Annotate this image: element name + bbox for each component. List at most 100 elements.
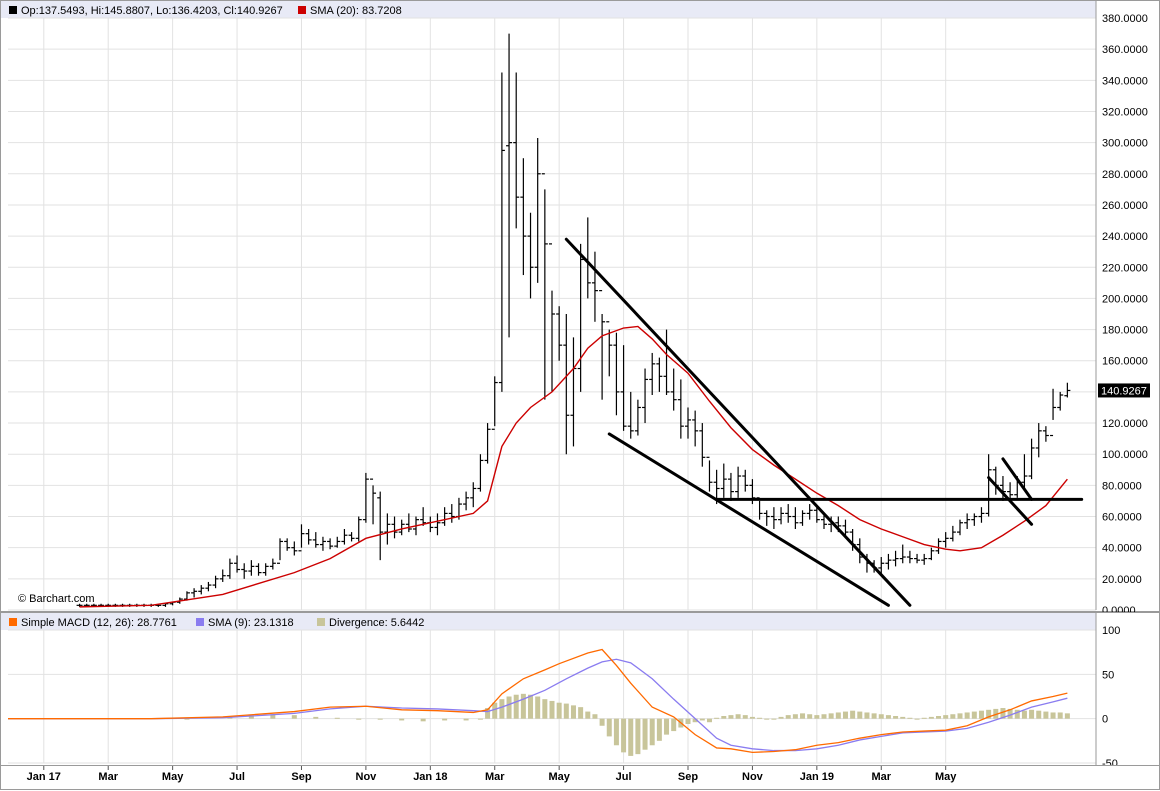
ohlc-bar xyxy=(341,528,348,545)
x-axis-tick-label: Jul xyxy=(616,771,632,783)
divergence-bar xyxy=(664,718,670,735)
macd-line xyxy=(8,648,1068,754)
divergence-bar xyxy=(742,715,748,719)
divergence-bar xyxy=(463,718,469,721)
divergence-bar xyxy=(714,717,720,719)
x-axis-tick-label: Mar xyxy=(871,771,891,783)
divergence-bar xyxy=(850,710,856,719)
macd-legend-swatch xyxy=(9,618,17,626)
sma-line xyxy=(79,325,1068,608)
ohlc-bar xyxy=(813,507,820,523)
ohlc-bar xyxy=(527,212,534,299)
price-y-tick-label: 240.0000 xyxy=(1102,231,1148,243)
ohlc-bar xyxy=(756,497,763,520)
divergence-bar xyxy=(477,718,483,720)
ohlc-bar xyxy=(563,314,570,455)
price-panel-frame xyxy=(0,0,1160,612)
ohlc-bar xyxy=(305,528,312,545)
ohlc-bar xyxy=(463,491,470,511)
divergence-bar xyxy=(721,716,727,719)
divergence-bar xyxy=(986,709,992,719)
ohlc-bar xyxy=(441,507,448,526)
ohlc-bar xyxy=(942,532,949,548)
divergence-bar xyxy=(943,715,949,719)
price-y-tick-label: 80.0000 xyxy=(1102,480,1142,492)
divergence-bar xyxy=(706,718,712,723)
x-axis-tick-label: May xyxy=(162,771,184,783)
divergence-bar xyxy=(885,715,891,719)
signal-line xyxy=(8,658,1068,752)
last-price-badge xyxy=(1098,383,1150,398)
ohlc-bar xyxy=(319,536,326,551)
divergence-bar xyxy=(936,716,942,719)
ohlc-bar xyxy=(842,519,849,536)
trendline xyxy=(1001,457,1034,501)
divergence-legend-swatch xyxy=(317,618,325,626)
divergence-bar xyxy=(878,714,884,719)
x-axis-tick-label: Sep xyxy=(678,771,698,783)
ohlc-bar xyxy=(448,504,455,523)
ohlc-bar xyxy=(355,516,362,542)
divergence-legend-label: Divergence: 5.6442 xyxy=(329,617,424,629)
divergence-bar xyxy=(606,718,612,737)
macd-legend-bar xyxy=(1,613,1096,630)
ohlc-bar xyxy=(792,507,799,529)
ohlc-legend-swatch xyxy=(9,6,17,14)
divergence-bar xyxy=(184,718,190,720)
ohlc-bar xyxy=(513,72,520,229)
ohlc-bar xyxy=(935,538,942,554)
ohlc-bar xyxy=(506,33,513,338)
x-axis-tick-label: Sep xyxy=(291,771,311,783)
divergence-bar xyxy=(377,718,383,720)
ohlc-bar xyxy=(348,532,355,542)
divergence-bar xyxy=(699,718,705,721)
ohlc-bar xyxy=(921,553,928,565)
price-y-tick-label: 20.0000 xyxy=(1102,574,1142,586)
ohlc-bar xyxy=(1064,382,1071,398)
ohlc-bar xyxy=(241,563,248,579)
price-legend-bar xyxy=(1,1,1096,18)
ohlc-bar xyxy=(706,456,713,492)
ohlc-bar xyxy=(692,410,699,447)
ohlc-bar xyxy=(785,504,792,523)
divergence-bar xyxy=(1036,710,1042,719)
divergence-bar xyxy=(356,718,362,720)
divergence-bar xyxy=(671,718,677,732)
divergence-bar xyxy=(1029,709,1035,719)
ohlc-bar xyxy=(1021,454,1028,489)
divergence-bar xyxy=(950,714,956,719)
ohlc-bar xyxy=(778,507,785,525)
ohlc-bar xyxy=(914,553,921,564)
ohlc-bar xyxy=(906,550,913,564)
price-y-tick-label: 180.0000 xyxy=(1102,325,1148,337)
macd-y-tick-label: 50 xyxy=(1102,669,1114,681)
x-axis-tick-label: Nov xyxy=(356,771,378,783)
ohlc-bar xyxy=(642,368,649,424)
ohlc-bar xyxy=(770,507,777,529)
divergence-bar xyxy=(635,718,641,755)
ohlc-bar xyxy=(670,368,677,411)
price-y-tick-label: 220.0000 xyxy=(1102,262,1148,274)
divergence-bar xyxy=(907,717,913,719)
price-y-tick-label: 40.0000 xyxy=(1102,543,1142,555)
divergence-bar xyxy=(1000,708,1006,719)
x-axis-tick-label: Nov xyxy=(742,771,764,783)
divergence-bar xyxy=(828,713,834,719)
ohlc-bar xyxy=(1028,438,1035,480)
divergence-bar xyxy=(814,715,820,719)
divergence-bar xyxy=(1021,710,1027,719)
divergence-bar xyxy=(563,703,569,719)
ohlc-bar xyxy=(291,541,298,556)
divergence-bar xyxy=(621,718,627,753)
divergence-bar xyxy=(613,718,619,746)
ohlc-bar xyxy=(634,399,641,436)
macd-y-tick-label: 100 xyxy=(1102,625,1120,637)
divergence-bar xyxy=(492,702,498,719)
ohlc-bar xyxy=(806,504,813,520)
ohlc-bar xyxy=(599,290,606,400)
price-y-tick-label: 360.0000 xyxy=(1102,44,1148,56)
ohlc-bar xyxy=(520,158,527,276)
divergence-bar xyxy=(807,714,813,719)
divergence-bar xyxy=(692,718,698,723)
ohlc-bar xyxy=(183,591,190,601)
